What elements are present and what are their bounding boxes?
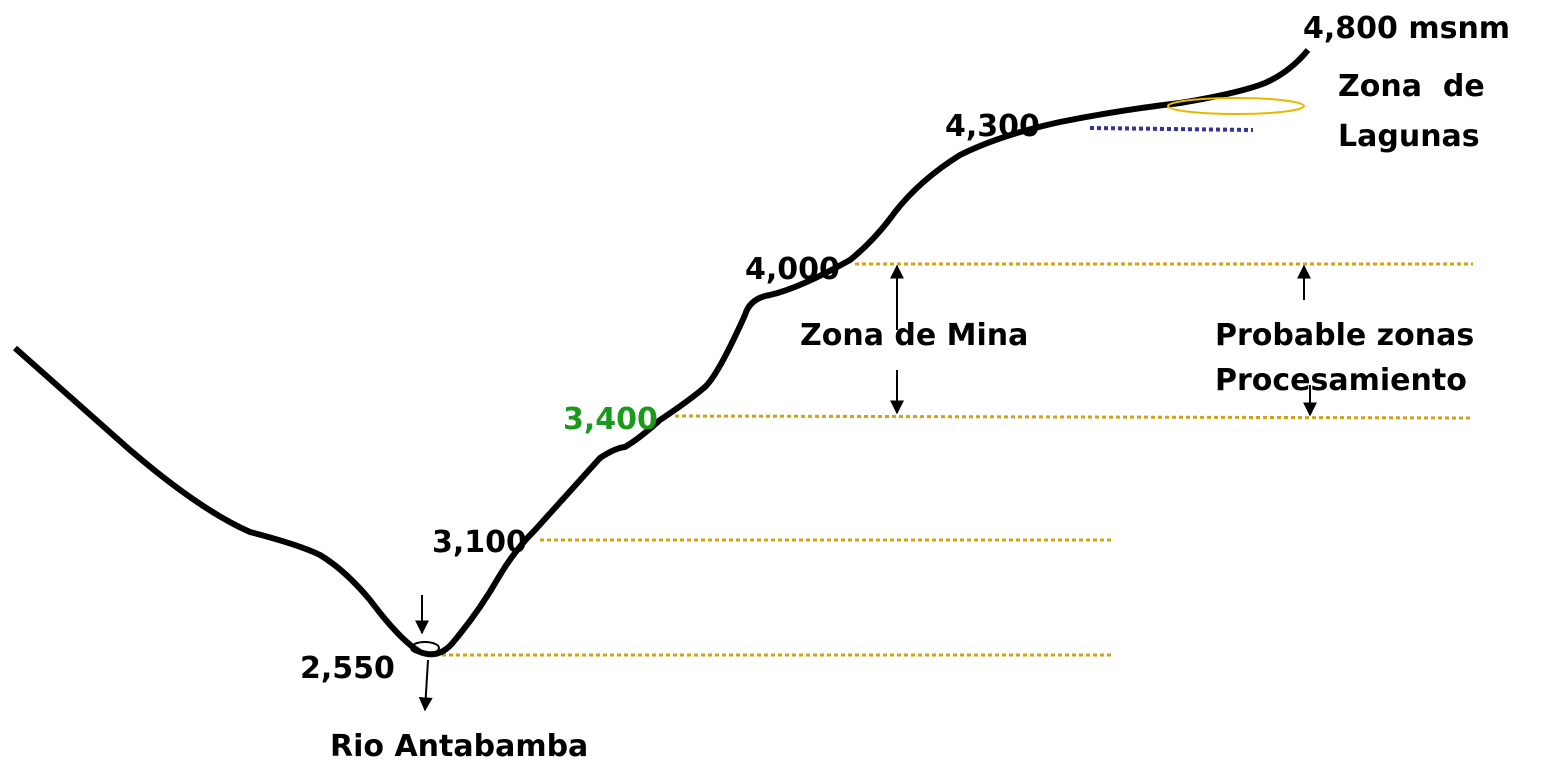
- level-label: 3,400: [563, 402, 658, 437]
- zone-label: Probable zonas: [1215, 318, 1474, 353]
- level-label: 4,000: [745, 252, 840, 287]
- peak-label: 4,800 msnm: [1303, 11, 1510, 46]
- arrow: [425, 660, 428, 710]
- elevation-diagram: 4,800 msnm Zona de Lagunas 4,300 4,000 Z…: [0, 0, 1558, 765]
- level-label: 2,550: [300, 651, 395, 686]
- lagoon-label: Lagunas: [1338, 119, 1480, 154]
- lagoon-marker: [1168, 98, 1304, 114]
- river-label: Rio Antabamba: [330, 729, 588, 764]
- lagoon-line: [1090, 128, 1253, 130]
- lagoon-label: Zona de: [1338, 69, 1485, 104]
- level-label: 3,100: [432, 525, 527, 560]
- level-label: 4,300: [945, 109, 1040, 144]
- level-line: [675, 416, 1473, 418]
- zone-label: Zona de Mina: [800, 318, 1028, 353]
- terrain-profile: [15, 50, 1308, 654]
- zone-label: Procesamiento: [1215, 363, 1467, 398]
